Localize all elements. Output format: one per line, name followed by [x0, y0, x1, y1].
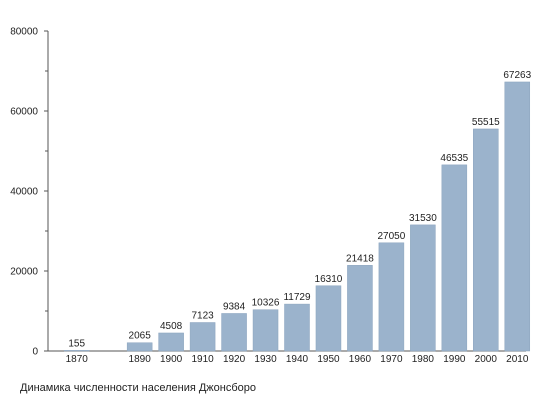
x-tick-label-1960: 1960 [349, 354, 372, 365]
y-tick-label: 80000 [10, 27, 38, 38]
bar-1990 [441, 164, 468, 352]
x-tick-label-1920: 1920 [223, 354, 246, 365]
data-label-1900: 4508 [160, 321, 183, 332]
chart-caption: Динамика численности населения Джонсборо [20, 382, 257, 394]
data-label-1870: 155 [68, 338, 85, 349]
x-tick-label-1930: 1930 [254, 354, 277, 365]
y-tick-label: 0 [32, 347, 38, 358]
y-axis-ticks: 0 20000 40000 60000 80000 [10, 27, 48, 358]
x-tick-label-1990: 1990 [443, 354, 466, 365]
data-label-2000: 55515 [472, 117, 500, 128]
bar-1870 [63, 350, 90, 352]
data-label-1950: 16310 [315, 274, 343, 285]
x-tick-label-1950: 1950 [317, 354, 340, 365]
y-tick-label: 40000 [10, 187, 38, 198]
bar-1920 [221, 313, 247, 352]
x-axis-labels: 1870 1890 1900 1910 1920 1930 1940 1950 1960 1970… [66, 354, 529, 365]
bar-2010 [504, 81, 531, 352]
bar-1970 [378, 242, 405, 352]
bar-1930 [252, 309, 279, 352]
x-tick-label-1890: 1890 [129, 354, 152, 365]
y-tick-label: 60000 [10, 107, 38, 118]
data-label-1930: 10326 [252, 298, 280, 309]
bar-1910 [189, 322, 216, 352]
x-tick-label-1940: 1940 [286, 354, 309, 365]
data-label-2010: 67263 [503, 70, 531, 81]
data-label-1910: 7123 [191, 311, 214, 322]
bar-1950 [315, 285, 342, 352]
bar-1960 [347, 265, 373, 352]
data-label-1970: 27050 [377, 231, 405, 242]
data-label-1980: 31530 [409, 213, 437, 224]
bar-2000 [473, 128, 499, 352]
data-label-1990: 46535 [440, 153, 468, 164]
data-label-1960: 21418 [346, 253, 374, 264]
x-tick-label-1910: 1910 [191, 354, 214, 365]
x-tick-label-1870: 1870 [66, 354, 89, 365]
x-tick-label-1970: 1970 [380, 354, 403, 365]
data-label-1940: 11729 [283, 292, 311, 303]
bar-1890 [126, 342, 153, 352]
x-tick-label-1980: 1980 [412, 354, 435, 365]
bar-1940 [284, 303, 310, 352]
y-tick-label: 20000 [10, 267, 38, 278]
population-bar-chart: 0 20000 40000 60000 80000 155 2065 4508 7123 938… [10, 27, 532, 366]
x-tick-label-2010: 2010 [506, 354, 529, 365]
x-tick-label-1900: 1900 [160, 354, 183, 365]
bar-1900 [158, 332, 184, 352]
x-tick-label-2000: 2000 [475, 354, 498, 365]
data-label-1890: 2065 [129, 331, 152, 342]
bar-1980 [410, 224, 436, 352]
data-label-1920: 9384 [223, 301, 246, 312]
